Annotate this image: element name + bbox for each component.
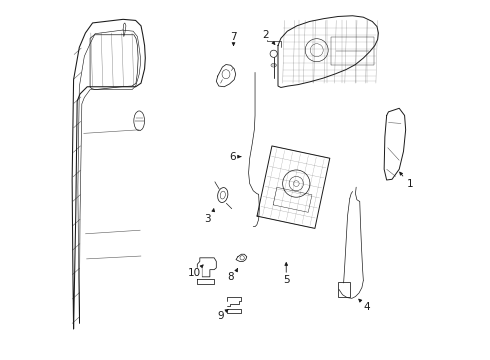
Text: 5: 5 [283,275,290,285]
Text: 10: 10 [188,268,201,278]
Text: 6: 6 [229,152,236,162]
Text: 3: 3 [204,215,211,224]
Text: 4: 4 [364,302,370,312]
Text: 8: 8 [227,272,234,282]
Text: 1: 1 [407,179,413,189]
Text: 2: 2 [263,30,269,40]
Text: 9: 9 [217,311,224,321]
Text: 7: 7 [230,32,237,41]
